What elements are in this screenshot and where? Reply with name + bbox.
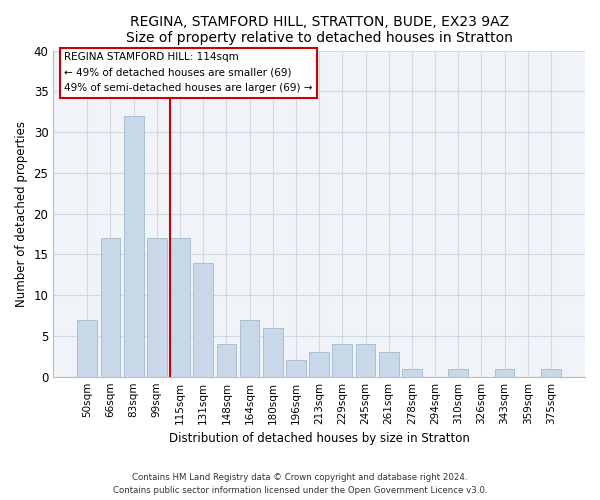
Bar [286, 360, 306, 376]
Bar [402, 368, 422, 376]
Bar [356, 344, 376, 376]
Text: REGINA STAMFORD HILL: 114sqm
← 49% of detached houses are smaller (69)
49% of se: REGINA STAMFORD HILL: 114sqm ← 49% of de… [64, 52, 313, 94]
Bar [77, 320, 97, 376]
Bar [332, 344, 352, 376]
X-axis label: Distribution of detached houses by size in Stratton: Distribution of detached houses by size … [169, 432, 470, 445]
Bar [101, 238, 121, 376]
Bar [147, 238, 167, 376]
Text: Contains HM Land Registry data © Crown copyright and database right 2024.
Contai: Contains HM Land Registry data © Crown c… [113, 473, 487, 495]
Bar [309, 352, 329, 376]
Bar [495, 368, 514, 376]
Bar [379, 352, 398, 376]
Bar [448, 368, 468, 376]
Bar [263, 328, 283, 376]
Y-axis label: Number of detached properties: Number of detached properties [15, 120, 28, 306]
Bar [541, 368, 561, 376]
Bar [193, 262, 213, 376]
Bar [124, 116, 143, 376]
Bar [240, 320, 259, 376]
Bar [217, 344, 236, 376]
Bar [170, 238, 190, 376]
Title: REGINA, STAMFORD HILL, STRATTON, BUDE, EX23 9AZ
Size of property relative to det: REGINA, STAMFORD HILL, STRATTON, BUDE, E… [126, 15, 512, 45]
